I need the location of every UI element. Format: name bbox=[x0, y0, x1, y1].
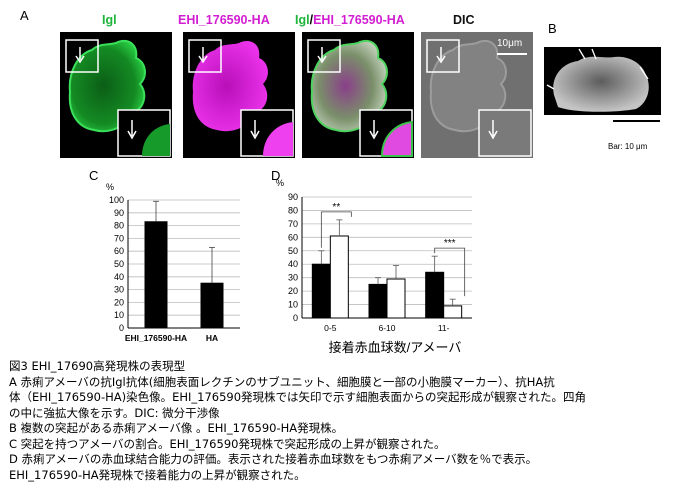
y-tick-label-10: 100 bbox=[109, 195, 124, 205]
panel-d-chart: % 0 10 20 30 40 50 60 70 80 90 0-5 6-10 11- 接着赤血球数/アメー… bbox=[276, 178, 472, 355]
caption-line-7: D 赤痢アメーバの赤血球結合能力の評価。表示された接着赤血球数をもつ赤痢アメーバ… bbox=[9, 452, 538, 466]
y-tick-label-9: 90 bbox=[114, 208, 124, 218]
figure-caption: 図3 EHI_17690高発現株の表現型 A 赤痢アメーバの抗Igl抗体(細胞表… bbox=[9, 359, 681, 483]
bar-1 bbox=[200, 282, 224, 329]
panel-d-letter: D bbox=[271, 168, 281, 183]
ha-label: EHI_176590-HA bbox=[178, 13, 270, 27]
igl-label: Igl bbox=[102, 13, 117, 27]
bar-s1-2 bbox=[443, 305, 463, 319]
significance-bracket-0 bbox=[320, 211, 352, 248]
panel-b-scale-bar bbox=[613, 120, 660, 122]
scale-bar-label: 10μm bbox=[497, 38, 523, 49]
y-tick-label-4: 40 bbox=[288, 259, 298, 269]
y-tick-label-5: 50 bbox=[114, 259, 124, 269]
y-tick-label-5: 50 bbox=[288, 246, 298, 256]
panel-b-micrograph bbox=[544, 47, 661, 115]
bar-s1-1 bbox=[386, 278, 406, 319]
significance-bracket-1 bbox=[434, 247, 466, 297]
significance-label-0: ** bbox=[332, 202, 340, 213]
caption-line-5: B 複数の突起がある赤痢アメーバ像 。EHI_176590-HA発現株。 bbox=[9, 421, 344, 435]
significance-label-1: *** bbox=[444, 238, 456, 249]
bar-s0-2 bbox=[425, 271, 445, 319]
y-tick-label-0: 0 bbox=[119, 323, 124, 333]
merge-micrograph bbox=[302, 32, 414, 158]
caption-line-8: EHI_176590-HA発現株で接着能力の上昇が観察された。 bbox=[9, 467, 306, 482]
y-tick-label-7: 70 bbox=[288, 219, 298, 229]
category-label-1: 6-10 bbox=[378, 323, 395, 333]
caption-line-2: A 赤痢アメーバの抗Igl抗体(細胞表面レクチンのサブユニット、細胞膜と一部の小… bbox=[9, 374, 555, 389]
bar-s1-0 bbox=[329, 235, 349, 319]
bar-0 bbox=[144, 221, 168, 329]
y-tick-label-2: 20 bbox=[288, 286, 298, 296]
y-tick-label-7: 70 bbox=[114, 233, 124, 243]
merge-ha-label: EHI_176590-HA bbox=[313, 13, 405, 27]
igl-micrograph bbox=[60, 32, 172, 158]
panel-c-chart: % 0 10 20 30 40 50 60 70 80 90 100 EHI_176590-HA HA bbox=[106, 182, 240, 343]
dic-label: DIC bbox=[453, 13, 475, 27]
caption-line-3: 体（EHI_176590-HA)染色像。EHI_176590発現株では矢印で示す… bbox=[9, 390, 587, 404]
panel-a-letter: A bbox=[20, 8, 29, 23]
category-label-2: 11- bbox=[438, 323, 450, 333]
y-unit-label: % bbox=[106, 182, 114, 192]
y-tick-label-3: 30 bbox=[114, 285, 124, 295]
caption-line-6: C 突起を持つアメーバの割合。EHI_176590発現株で突起形成の上昇が観察さ… bbox=[9, 436, 446, 451]
y-tick-label-8: 80 bbox=[288, 205, 298, 215]
y-tick-label-3: 30 bbox=[288, 273, 298, 283]
caption-line-4: の中に強拡大像を示す。DIC: 微分干渉像 bbox=[9, 405, 220, 420]
panel-b-scale-label: Bar: 10 μm bbox=[608, 142, 648, 151]
merge-label: Igl/EHI_176590-HA bbox=[295, 13, 405, 27]
category-label-1: HA bbox=[206, 333, 218, 343]
y-tick-label-2: 20 bbox=[114, 297, 124, 307]
caption-line-1: 図3 EHI_17690高発現株の表現型 bbox=[9, 359, 186, 373]
y-tick-label-1: 10 bbox=[288, 300, 298, 310]
y-tick-label-8: 80 bbox=[114, 221, 124, 231]
y-unit-label: % bbox=[276, 178, 284, 188]
y-tick-label-6: 60 bbox=[114, 246, 124, 256]
category-label-0: 0-5 bbox=[324, 323, 337, 333]
merge-separator: / bbox=[309, 13, 314, 27]
y-tick-label-0: 0 bbox=[293, 313, 298, 323]
x-axis-title: 接着赤血球数/アメーバ bbox=[329, 340, 462, 355]
bar-s0-0 bbox=[311, 263, 331, 319]
y-tick-label-4: 40 bbox=[114, 272, 124, 282]
y-tick-label-9: 90 bbox=[288, 192, 298, 202]
merge-igl-label: Igl bbox=[295, 13, 310, 27]
panel-c-letter: C bbox=[89, 168, 99, 183]
dic-micrograph bbox=[421, 32, 533, 158]
panel-b-letter: B bbox=[548, 21, 557, 36]
y-tick-label-1: 10 bbox=[114, 310, 124, 320]
bar-s0-1 bbox=[368, 283, 388, 319]
ha-micrograph bbox=[183, 32, 295, 158]
category-label-0: EHI_176590-HA bbox=[125, 333, 187, 343]
y-tick-label-6: 60 bbox=[288, 232, 298, 242]
